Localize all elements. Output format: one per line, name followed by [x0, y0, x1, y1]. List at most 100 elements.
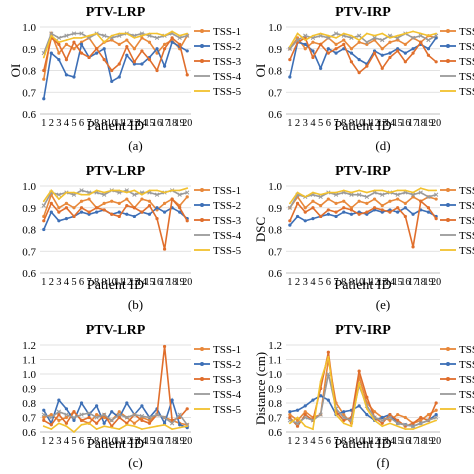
- legend-label: TSS-3: [459, 56, 474, 68]
- x-tick-label: 2: [295, 436, 300, 447]
- legend-label: TSS-2: [213, 359, 241, 371]
- legend-item: TSS-2: [440, 359, 474, 371]
- data-point: [79, 51, 84, 55]
- data-point: [185, 190, 190, 195]
- x-tick-label: 11: [114, 118, 124, 129]
- chart-title: PTV-IRP: [335, 164, 391, 179]
- y-tick-label: 0.8: [22, 225, 36, 237]
- data-point: [155, 217, 159, 221]
- data-point: [110, 199, 114, 203]
- data-point: [42, 418, 46, 422]
- y-tick-label: 0.8: [268, 225, 282, 237]
- legend-marker: [446, 29, 450, 33]
- data-point: [357, 71, 361, 75]
- data-point: [117, 410, 121, 414]
- series-line-tss-5: [43, 422, 188, 434]
- data-point: [162, 42, 167, 47]
- data-point: [118, 428, 121, 430]
- x-tick-label: 4: [64, 118, 70, 129]
- data-point: [326, 51, 330, 55]
- y-tick-label: 0.6: [22, 109, 36, 121]
- data-point: [426, 418, 431, 423]
- data-point: [132, 60, 136, 64]
- data-point: [117, 412, 122, 417]
- data-point: [117, 214, 121, 219]
- x-tick-label: 17: [408, 436, 418, 447]
- y-tick-label: 0.8: [22, 66, 36, 78]
- data-point: [358, 381, 361, 384]
- data-point: [42, 219, 46, 223]
- data-point: [125, 212, 129, 216]
- data-point: [388, 413, 392, 417]
- y-tick-label: 0.6: [22, 427, 36, 439]
- x-tick-label: 13: [377, 118, 387, 129]
- data-point: [419, 418, 423, 422]
- data-point: [404, 428, 407, 430]
- data-point: [162, 201, 167, 205]
- data-point: [162, 210, 167, 214]
- x-tick-label: 15: [144, 118, 154, 129]
- data-point: [186, 32, 189, 35]
- panel-caption: (a): [128, 138, 142, 153]
- legend-label: TSS-2: [459, 359, 474, 371]
- legend-item: TSS-1: [440, 344, 474, 356]
- data-point: [335, 36, 337, 39]
- x-tick-label: 3: [303, 277, 308, 288]
- data-point: [342, 199, 346, 203]
- y-tick-label: 0.9: [22, 44, 36, 56]
- legend-item: TSS-2: [440, 200, 474, 212]
- data-point: [395, 421, 400, 426]
- data-point: [342, 410, 346, 414]
- data-point: [319, 214, 323, 219]
- data-point: [380, 415, 384, 420]
- data-point: [147, 40, 152, 44]
- x-tick-label: 6: [326, 277, 331, 288]
- data-point: [403, 51, 407, 55]
- x-tick-label: 15: [393, 277, 403, 288]
- data-point: [327, 191, 330, 194]
- data-point: [342, 422, 345, 425]
- data-point: [435, 189, 438, 192]
- data-point: [186, 187, 189, 190]
- x-tick-label: 16: [400, 277, 410, 288]
- data-point: [326, 350, 330, 354]
- y-tick-label: 0.9: [22, 203, 36, 215]
- data-point: [433, 415, 439, 420]
- data-point: [318, 194, 323, 200]
- data-point: [380, 66, 384, 70]
- data-point: [342, 210, 346, 214]
- data-point: [380, 203, 384, 208]
- data-point: [95, 206, 99, 210]
- data-point: [102, 201, 106, 205]
- data-point: [132, 47, 136, 51]
- data-point: [365, 210, 369, 214]
- data-point: [42, 56, 45, 59]
- series-line-tss-2: [289, 206, 437, 226]
- data-point: [295, 201, 300, 205]
- x-tick-label: 12: [122, 277, 132, 288]
- data-point: [364, 40, 370, 45]
- data-point: [403, 214, 407, 219]
- data-point: [356, 33, 362, 38]
- data-point: [177, 412, 182, 417]
- y-tick-label: 0.7: [268, 246, 282, 258]
- data-point: [186, 425, 189, 428]
- data-point: [88, 193, 90, 196]
- legend-marker: [446, 59, 450, 63]
- data-point: [403, 42, 407, 47]
- data-point: [303, 404, 307, 408]
- data-point: [155, 47, 159, 51]
- legend-label: TSS-2: [459, 41, 474, 53]
- x-tick-label: 12: [370, 277, 380, 288]
- data-point: [71, 31, 77, 36]
- data-point: [178, 206, 182, 210]
- data-point: [178, 210, 182, 214]
- data-point: [95, 47, 99, 51]
- legend-item: TSS-3: [194, 56, 242, 68]
- legend-item: TSS-5: [440, 245, 474, 257]
- legend-item: TSS-5: [440, 404, 474, 416]
- x-tick-label: 18: [416, 118, 426, 129]
- data-point: [125, 191, 128, 194]
- data-point: [50, 189, 53, 192]
